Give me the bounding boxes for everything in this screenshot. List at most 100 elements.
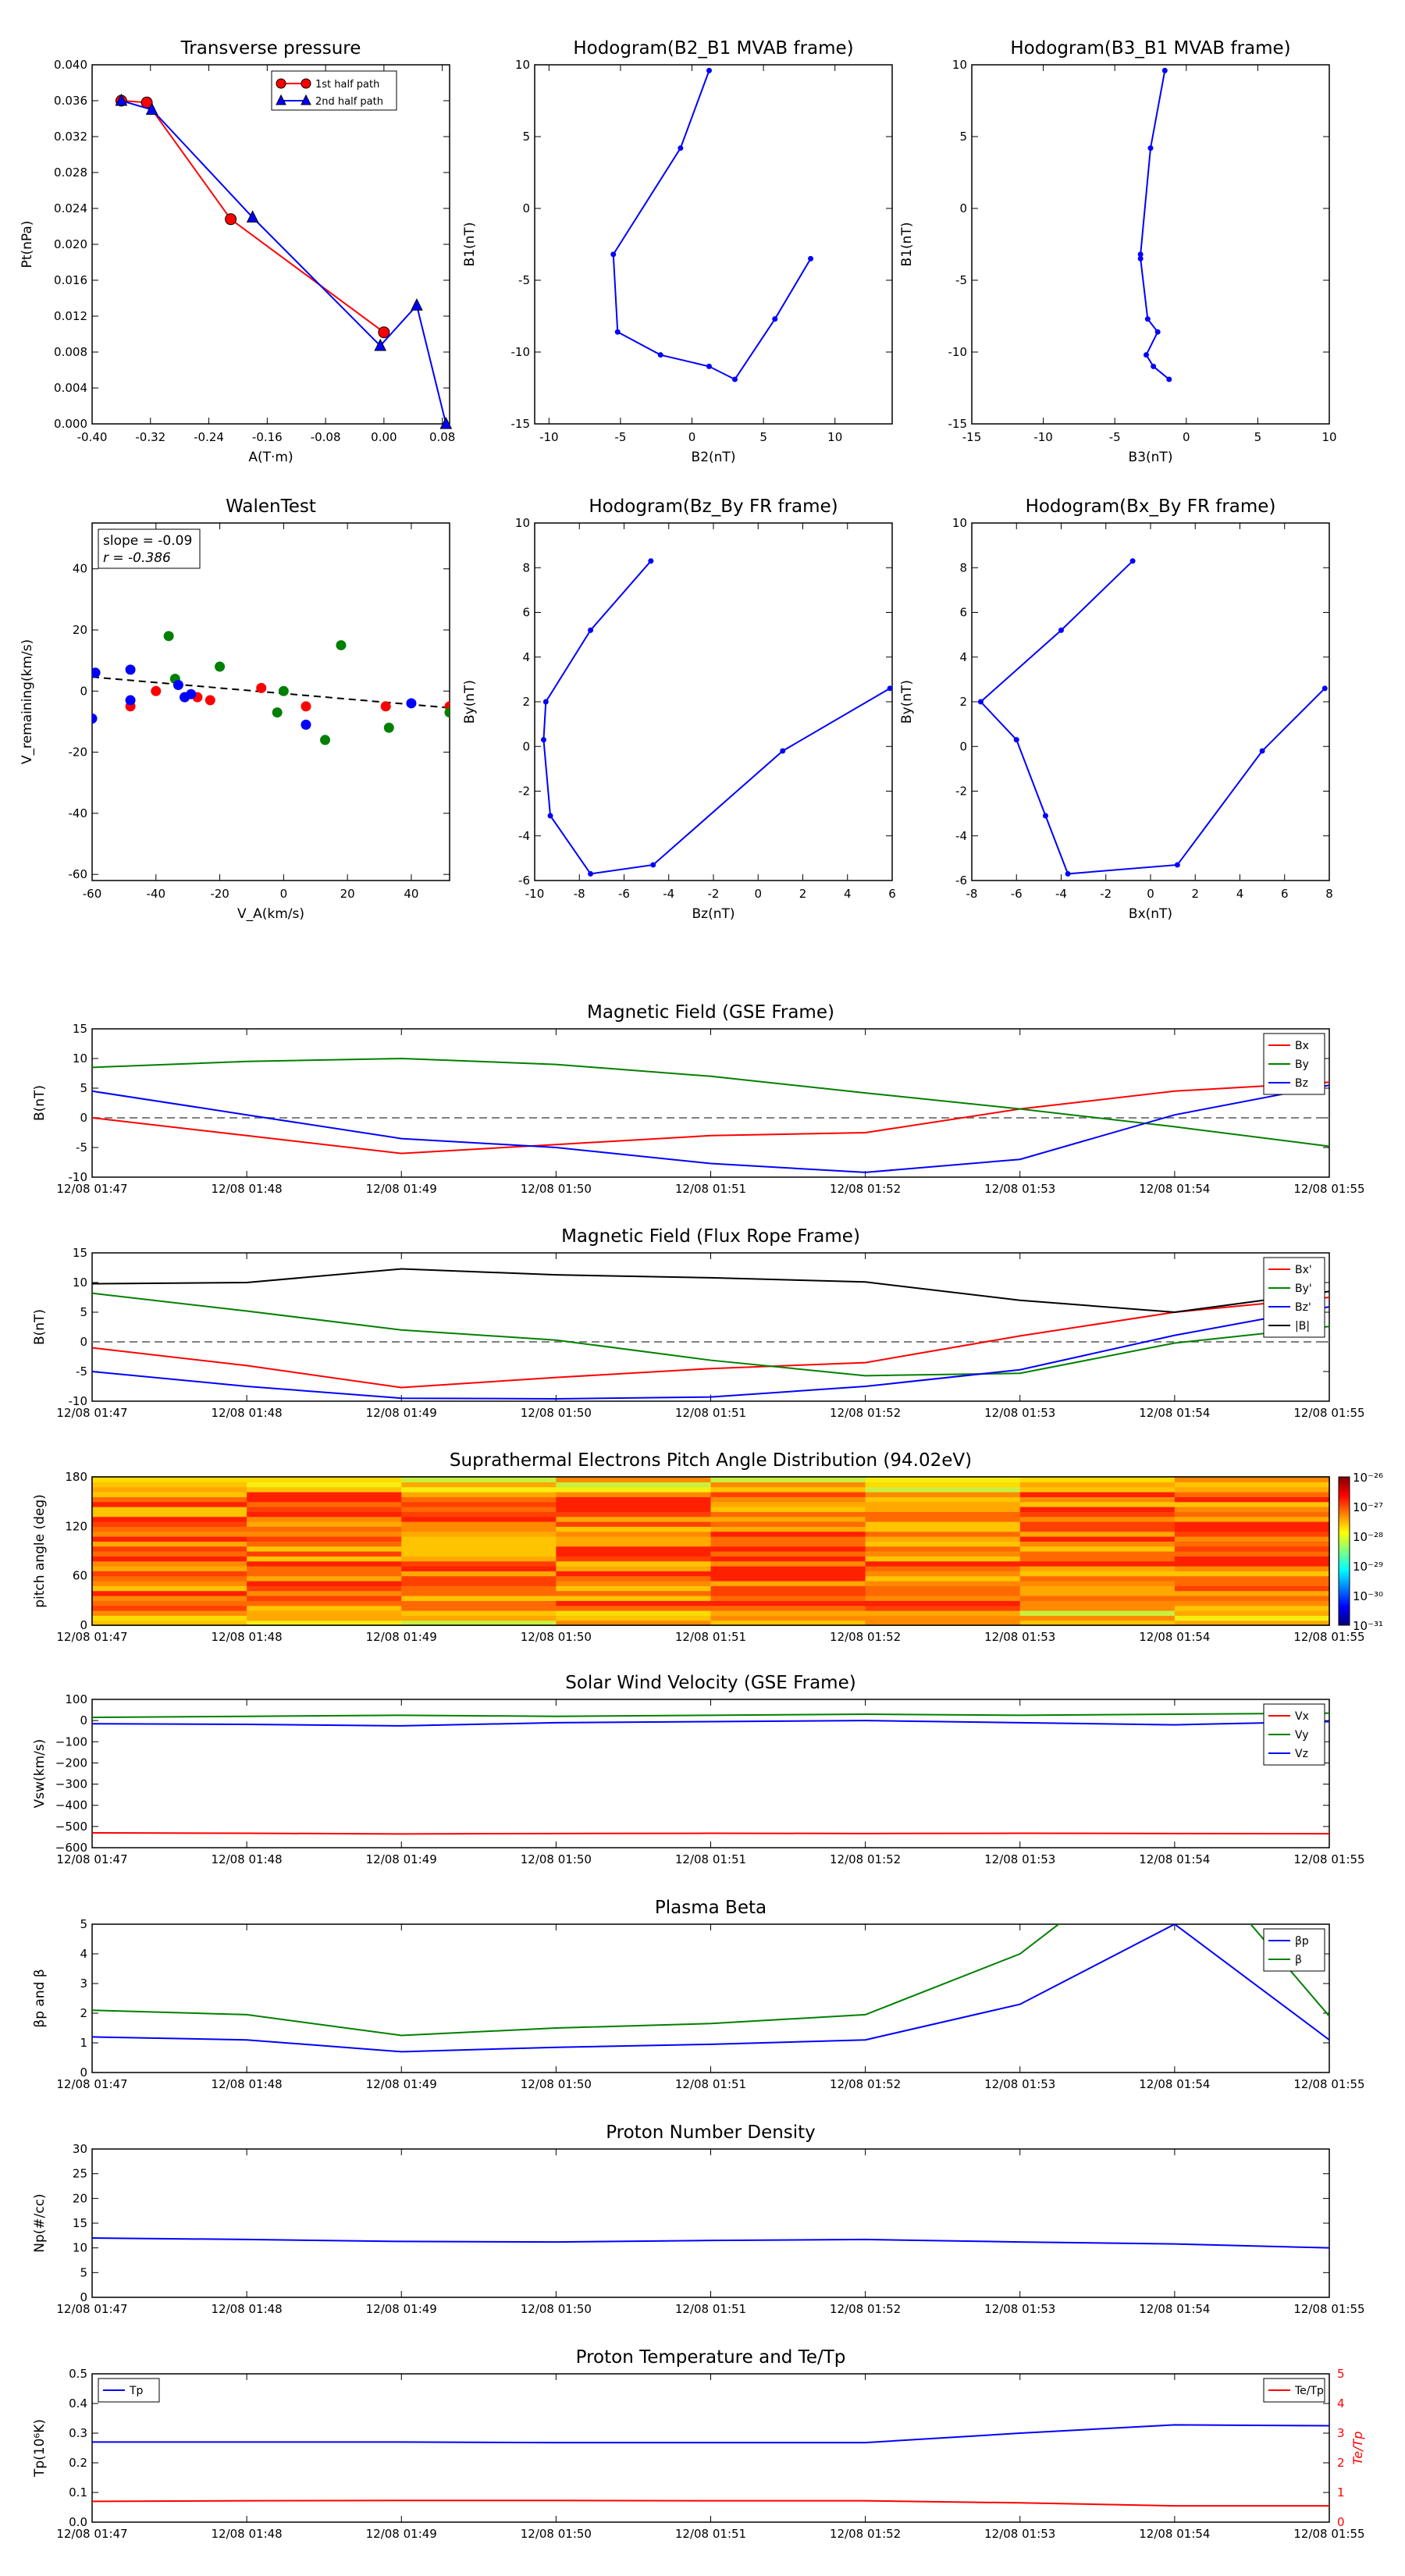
heatmap-cell <box>401 1560 557 1567</box>
y-tick-label: -5 <box>955 273 967 287</box>
heatmap-cell <box>710 1516 866 1522</box>
x-tick-label: 2 <box>799 887 807 901</box>
heatmap-cell <box>92 1560 247 1567</box>
x-tick-label: 12/08 01:49 <box>366 1406 437 1420</box>
data-point <box>439 416 453 429</box>
y-axis-label: By(nT) <box>462 680 478 724</box>
x-tick-label: 5 <box>759 430 767 444</box>
heatmap-cell <box>556 1560 712 1567</box>
heatmap-cell <box>247 1501 402 1507</box>
heatmap-cell <box>1019 1590 1176 1596</box>
heatmap-cell <box>92 1571 247 1577</box>
x-tick-label: 12/08 01:53 <box>984 1406 1055 1420</box>
series-line-0 <box>92 1924 1329 2053</box>
y-tick-label: 4 <box>959 650 967 664</box>
heatmap-cell <box>710 1492 866 1497</box>
y-tick-label: 0.3 <box>69 2426 87 2440</box>
heatmap-cell <box>556 1541 712 1547</box>
x-tick-label: -2 <box>708 887 720 901</box>
heatmap-cell <box>1174 1575 1329 1582</box>
heatmap-cell <box>556 1575 712 1582</box>
x-tick-label: 12/08 01:48 <box>212 1630 283 1644</box>
heatmap-cell <box>1174 1585 1329 1592</box>
y-tick-label: -15 <box>511 417 531 431</box>
x-tick-label: 12/08 01:54 <box>1139 1406 1210 1420</box>
x-tick-label: 0 <box>1183 430 1190 444</box>
heatmap-cell <box>710 1486 866 1493</box>
heatmap-cell <box>92 1546 247 1552</box>
heatmap-cell <box>865 1541 1021 1547</box>
heatmap-cell <box>1019 1620 1176 1625</box>
data-point <box>542 699 549 705</box>
heatmap-cell <box>401 1600 557 1606</box>
heatmap-cell <box>1019 1531 1176 1537</box>
x-tick-label: -0.24 <box>194 430 224 444</box>
y-tick-label: 10 <box>73 1051 87 1066</box>
x-tick-label: 12/08 01:50 <box>521 1182 592 1196</box>
colorbar-tick-label: 10⁻²⁹ <box>1353 1560 1383 1574</box>
heatmap-cell <box>247 1585 402 1592</box>
heatmap-cell <box>401 1546 557 1552</box>
x-tick-label: 12/08 01:50 <box>521 1852 592 1866</box>
y-tick-label: 10 <box>952 516 967 530</box>
heatmap-cell <box>556 1501 712 1507</box>
heatmap-cell <box>401 1566 557 1571</box>
x-tick-label: 12/08 01:55 <box>1293 1852 1364 1866</box>
x-tick-label: -20 <box>210 887 229 901</box>
heatmap-cell <box>865 1496 1021 1503</box>
heatmap-cell <box>92 1575 247 1582</box>
legend-label: βp <box>1295 1935 1309 1948</box>
y-axis-label: By(nT) <box>899 680 915 724</box>
y-tick-label: 100 <box>65 1692 87 1706</box>
y-tick-label: 2 <box>522 695 530 709</box>
heatmap-cell <box>247 1571 402 1577</box>
heatmap-cell <box>1174 1615 1329 1621</box>
y-tick-label: 0.5 <box>69 2367 87 2381</box>
data-point <box>610 251 617 258</box>
heatmap-cell <box>247 1575 402 1582</box>
chart-pad: Suprathermal Electrons Pitch Angle Distr… <box>32 1450 1383 1644</box>
heatmap-cell <box>710 1531 866 1537</box>
scatter-point <box>163 631 174 642</box>
x-tick-label: 12/08 01:50 <box>521 2527 592 2541</box>
heatmap-cell <box>401 1477 557 1482</box>
heatmap-cell <box>247 1605 402 1611</box>
chart-title: Magnetic Field (Flux Rope Frame) <box>561 1226 860 1247</box>
heatmap-cell <box>247 1590 402 1596</box>
heatmap-cell <box>92 1492 247 1497</box>
x-tick-label: 0.08 <box>429 430 455 444</box>
x-tick-label: 12/08 01:54 <box>1139 2527 1210 2541</box>
heatmap-cell <box>401 1507 557 1512</box>
annotation-slope: slope = -0.09 <box>103 533 192 549</box>
heatmap-cell <box>865 1560 1021 1567</box>
data-point <box>540 737 546 743</box>
data-point <box>225 213 237 226</box>
y-tick-label: 180 <box>65 1470 87 1484</box>
heatmap-cell <box>247 1507 402 1512</box>
heatmap-cell <box>1174 1486 1329 1493</box>
heatmap-cell <box>556 1526 712 1532</box>
legend-label: Vy <box>1295 1729 1309 1742</box>
scatter-point <box>92 667 101 678</box>
y-axis-label: B(nT) <box>32 1085 48 1121</box>
data-point <box>1058 627 1064 633</box>
heatmap-cell <box>401 1486 557 1493</box>
series-line-0 <box>542 560 891 875</box>
scatter-point <box>125 664 136 675</box>
heatmap-cell <box>401 1620 557 1625</box>
x-axis-label: V_A(km/s) <box>237 906 304 922</box>
heatmap-cell <box>92 1551 247 1557</box>
x-tick-label: 0 <box>1147 887 1154 901</box>
heatmap-cell <box>865 1507 1021 1512</box>
y-tick-label: -10 <box>69 1170 88 1184</box>
plot-frame <box>91 1923 1330 2073</box>
y-tick-label: 8 <box>959 560 967 575</box>
x-tick-label: 12/08 01:47 <box>56 2077 127 2091</box>
legend-label: Bz' <box>1295 1301 1311 1314</box>
chart-title: WalenTest <box>226 496 316 517</box>
heatmap-cell <box>556 1477 712 1482</box>
heatmap-cell <box>92 1605 247 1611</box>
y-tick-label: 10 <box>515 516 530 530</box>
heatmap-cell <box>1174 1620 1329 1625</box>
heatmap-cell <box>865 1610 1021 1616</box>
